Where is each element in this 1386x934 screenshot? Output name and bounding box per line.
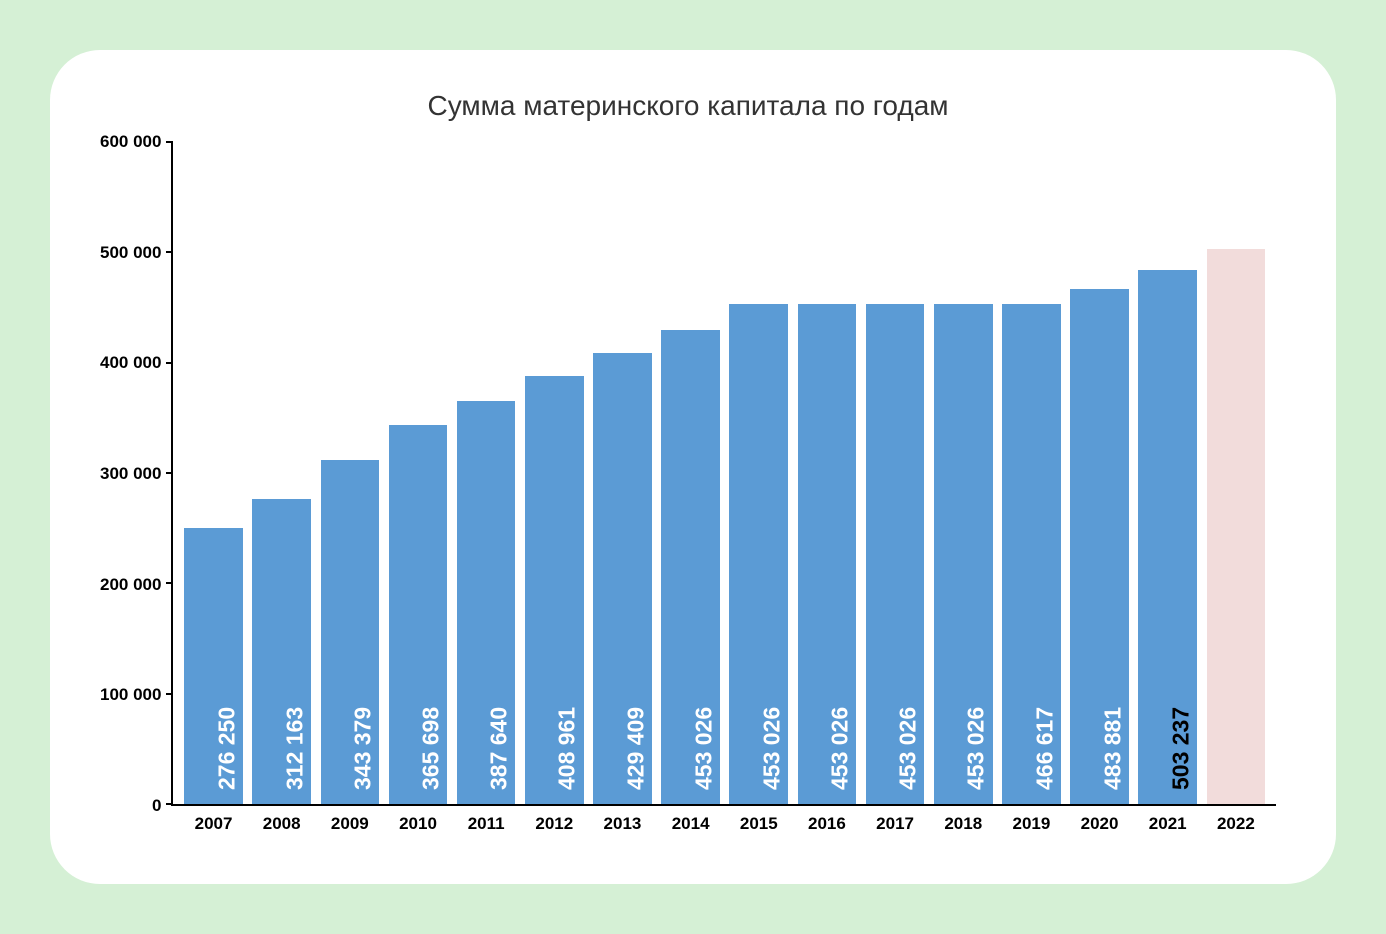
bar-slot: 429 409 — [657, 142, 725, 804]
bar-value-label: 387 640 — [486, 707, 513, 790]
y-tick-mark — [166, 141, 173, 143]
y-tick-mark — [166, 582, 173, 584]
x-tick-label: 2021 — [1134, 814, 1202, 834]
bar-value-label: 276 250 — [213, 707, 240, 790]
x-tick-label: 2012 — [520, 814, 588, 834]
bar-value-label: 365 698 — [418, 707, 445, 790]
bar-slot: 453 026 — [793, 142, 861, 804]
bar-value-label: 453 026 — [895, 707, 922, 790]
bar-slot: 453 026 — [725, 142, 793, 804]
bar-slot: 387 640 — [520, 142, 588, 804]
bar-value-label: 453 026 — [758, 707, 785, 790]
page-outer: Сумма материнского капитала по годам 600… — [0, 0, 1386, 934]
x-tick-label: 2016 — [793, 814, 861, 834]
y-tick-mark — [166, 472, 173, 474]
x-tick-label: 2013 — [588, 814, 656, 834]
chart-wrap: 600 000500 000400 000300 000200 000100 0… — [100, 142, 1276, 834]
bar-slot: 408 961 — [588, 142, 656, 804]
bar-slot: 365 698 — [452, 142, 520, 804]
bar-slot: 483 881 — [1134, 142, 1202, 804]
bar-slot: 250 000 — [179, 142, 247, 804]
x-tick-label: 2020 — [1065, 814, 1133, 834]
bar-value-label: 429 409 — [622, 707, 649, 790]
bar-value-label: 503 237 — [1167, 707, 1194, 790]
bar-value-label: 453 026 — [827, 707, 854, 790]
x-tick-label: 2019 — [997, 814, 1065, 834]
y-tick-mark — [166, 693, 173, 695]
bar-value-label: 453 026 — [690, 707, 717, 790]
bar-slot: 453 026 — [861, 142, 929, 804]
bar-slot: 466 617 — [1065, 142, 1133, 804]
x-tick-label: 2018 — [929, 814, 997, 834]
x-tick-label: 2011 — [452, 814, 520, 834]
bar-value-label: 343 379 — [349, 707, 376, 790]
x-tick-label: 2015 — [725, 814, 793, 834]
chart-title: Сумма материнского капитала по годам — [100, 90, 1276, 122]
bar-slot: 343 379 — [384, 142, 452, 804]
bar-slot: 503 237 — [1202, 142, 1270, 804]
bar: 503 237 — [1207, 249, 1266, 804]
bar-slot: 312 163 — [316, 142, 384, 804]
x-tick-label: 2010 — [384, 814, 452, 834]
bar-value-label: 483 881 — [1099, 707, 1126, 790]
x-tick-label: 2009 — [316, 814, 384, 834]
bar-slot: 453 026 — [997, 142, 1065, 804]
x-axis-spacer — [100, 806, 173, 834]
bar-value-label: 453 026 — [963, 707, 990, 790]
bar-value-label: 408 961 — [554, 707, 581, 790]
x-tick-label: 2014 — [657, 814, 725, 834]
x-tick-label: 2022 — [1202, 814, 1270, 834]
bar-value-label: 312 163 — [281, 707, 308, 790]
x-tick-label: 2008 — [248, 814, 316, 834]
x-tick-label: 2007 — [179, 814, 247, 834]
x-tick-label: 2017 — [861, 814, 929, 834]
bar-value-label: 466 617 — [1031, 707, 1058, 790]
y-tick-mark — [166, 362, 173, 364]
bar-value-label: 250 000 — [145, 707, 172, 790]
x-axis-labels: 2007200820092010201120122013201420152016… — [173, 806, 1276, 834]
chart-card: Сумма материнского капитала по годам 600… — [50, 50, 1336, 884]
bar-slot: 453 026 — [929, 142, 997, 804]
bar-slot: 276 250 — [248, 142, 316, 804]
y-tick-mark — [166, 803, 173, 805]
plot-area: 250 000276 250312 163343 379365 698387 6… — [171, 142, 1276, 806]
x-axis-row: 2007200820092010201120122013201420152016… — [100, 806, 1276, 834]
y-tick-mark — [166, 251, 173, 253]
plot-row: 600 000500 000400 000300 000200 000100 0… — [100, 142, 1276, 806]
